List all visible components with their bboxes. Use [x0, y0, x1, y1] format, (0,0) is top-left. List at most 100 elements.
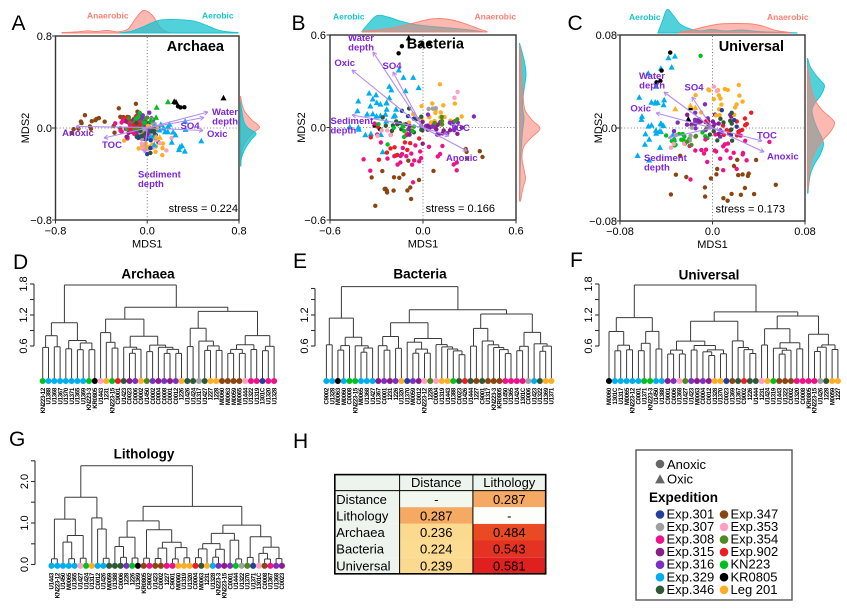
svg-text:0.08: 0.08	[794, 226, 815, 238]
svg-text:Bacteria: Bacteria	[393, 267, 447, 282]
svg-text:Bacteria: Bacteria	[336, 542, 384, 557]
svg-text:0.236: 0.236	[420, 525, 453, 540]
svg-text:SO4: SO4	[382, 61, 402, 72]
svg-text:TOC: TOC	[102, 140, 122, 151]
svg-text:Anaerobic: Anaerobic	[475, 12, 517, 22]
svg-text:Universal: Universal	[336, 558, 390, 573]
svg-text:-: -	[507, 508, 511, 523]
svg-text:Archaea: Archaea	[336, 525, 385, 540]
svg-text:B: B	[292, 12, 306, 35]
svg-text:MDS1: MDS1	[697, 239, 728, 251]
svg-text:1.0: 1.0	[19, 515, 31, 530]
svg-text:Distance: Distance	[336, 492, 387, 507]
svg-text:Archaea: Archaea	[167, 39, 225, 55]
svg-text:Anoxic: Anoxic	[767, 152, 799, 163]
svg-text:stress = 0.224: stress = 0.224	[169, 203, 238, 215]
svg-text:0.0: 0.0	[37, 123, 52, 135]
svg-text:0.8: 0.8	[231, 226, 246, 238]
svg-text:F: F	[570, 249, 583, 272]
svg-text:0.581: 0.581	[493, 558, 526, 573]
svg-text:MDS1: MDS1	[408, 239, 439, 251]
svg-text:Oxic: Oxic	[630, 104, 651, 115]
svg-text:Anaerobic: Anaerobic	[767, 12, 809, 22]
svg-text:Oxic: Oxic	[667, 472, 694, 487]
svg-text:0.8: 0.8	[37, 31, 52, 43]
svg-text:Oxic: Oxic	[334, 58, 355, 69]
svg-text:1.2: 1.2	[583, 307, 595, 322]
svg-text:SO4: SO4	[180, 121, 200, 132]
svg-text:0.0: 0.0	[415, 226, 430, 238]
svg-text:−0.6: −0.6	[304, 215, 326, 227]
svg-text:Oxic: Oxic	[207, 129, 228, 140]
svg-text:Aerobic: Aerobic	[202, 11, 234, 21]
svg-text:depth: depth	[138, 179, 164, 190]
svg-text:0.287: 0.287	[493, 492, 526, 507]
svg-text:E: E	[293, 250, 307, 273]
svg-text:depth: depth	[212, 117, 238, 128]
svg-text:MDS2: MDS2	[593, 113, 605, 144]
svg-text:Leg 201: Leg 201	[731, 582, 778, 597]
svg-text:0.6: 0.6	[508, 226, 523, 238]
svg-text:0.08: 0.08	[596, 30, 617, 42]
svg-text:depth: depth	[348, 43, 374, 54]
svg-text:Anaerobic: Anaerobic	[87, 11, 129, 21]
svg-text:stress = 0.166: stress = 0.166	[426, 203, 495, 215]
svg-text:1.2: 1.2	[18, 307, 30, 322]
svg-text:SO4: SO4	[684, 83, 704, 94]
svg-text:0.0: 0.0	[140, 226, 155, 238]
svg-text:depth: depth	[644, 163, 670, 174]
svg-text:−0.6: −0.6	[319, 226, 341, 238]
svg-text:Lithology: Lithology	[336, 508, 389, 523]
svg-text:0.224: 0.224	[420, 542, 453, 557]
svg-text:0.484: 0.484	[493, 525, 526, 540]
svg-text:G: G	[9, 428, 25, 451]
svg-text:1.8: 1.8	[18, 276, 30, 291]
svg-text:stress = 0.173: stress = 0.173	[716, 204, 785, 216]
svg-text:Anoxic: Anoxic	[667, 457, 707, 472]
svg-text:Archaea: Archaea	[121, 267, 175, 282]
svg-text:Anoxic: Anoxic	[446, 153, 478, 164]
svg-text:Aerobic: Aerobic	[333, 12, 365, 22]
svg-text:D: D	[13, 251, 28, 274]
svg-text:H: H	[293, 430, 308, 453]
svg-text:Anoxic: Anoxic	[62, 128, 94, 139]
svg-text:1.8: 1.8	[583, 276, 595, 291]
svg-text:−0.8: −0.8	[45, 226, 67, 238]
svg-text:−0.08: −0.08	[589, 216, 617, 228]
svg-text:Distance: Distance	[411, 475, 462, 490]
svg-text:MDS2: MDS2	[20, 113, 32, 144]
svg-text:U1328: U1328	[271, 387, 278, 404]
svg-text:depth: depth	[639, 81, 665, 92]
svg-text:TOC: TOC	[757, 131, 777, 142]
svg-text:−0.8: −0.8	[30, 215, 52, 227]
svg-text:-: -	[434, 492, 438, 507]
svg-text:MDS1: MDS1	[132, 239, 163, 251]
svg-text:C: C	[568, 12, 583, 35]
svg-text:Bacteria: Bacteria	[407, 37, 465, 53]
svg-text:0.543: 0.543	[493, 542, 526, 557]
svg-text:0.239: 0.239	[420, 558, 453, 573]
svg-text:0.0: 0.0	[19, 557, 31, 572]
svg-text:MDS2: MDS2	[296, 112, 308, 143]
svg-text:Exp.346: Exp.346	[667, 582, 715, 597]
svg-text:1.2: 1.2	[299, 307, 311, 322]
svg-text:A: A	[12, 12, 26, 35]
svg-text:0.287: 0.287	[420, 508, 453, 523]
svg-text:C0023: C0023	[279, 572, 286, 589]
svg-text:depth: depth	[331, 126, 357, 137]
svg-text:Universal: Universal	[719, 39, 784, 55]
svg-text:0.6: 0.6	[311, 30, 326, 42]
svg-text:Lithology: Lithology	[114, 447, 175, 462]
svg-text:1227: 1227	[835, 387, 842, 400]
svg-text:U1371: U1371	[549, 387, 556, 404]
svg-text:Lithology: Lithology	[483, 475, 536, 490]
svg-text:0.0: 0.0	[311, 123, 326, 135]
svg-text:0.6: 0.6	[583, 338, 595, 353]
svg-text:Aerobic: Aerobic	[629, 12, 661, 22]
svg-text:2.0: 2.0	[19, 474, 31, 489]
svg-text:TOC: TOC	[450, 123, 470, 134]
svg-text:0.0: 0.0	[705, 226, 720, 238]
svg-text:0.6: 0.6	[18, 338, 30, 353]
svg-text:Expedition: Expedition	[649, 490, 718, 505]
svg-text:Universal: Universal	[679, 268, 740, 283]
